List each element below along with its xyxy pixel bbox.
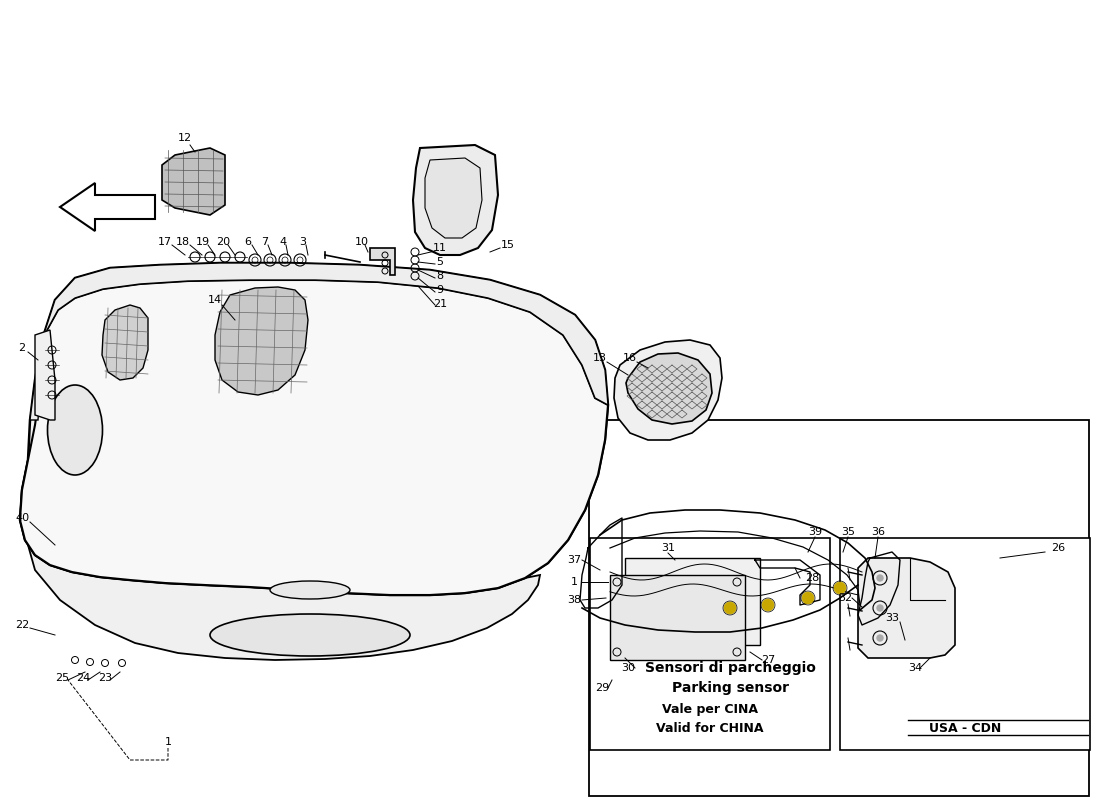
Ellipse shape — [210, 614, 410, 656]
Text: 37: 37 — [566, 555, 581, 565]
Circle shape — [762, 599, 774, 611]
Text: 18: 18 — [176, 237, 190, 247]
Text: 26: 26 — [1050, 543, 1065, 553]
Text: 25: 25 — [55, 673, 69, 683]
Bar — [588, 420, 1089, 796]
Text: 31: 31 — [661, 543, 675, 553]
Polygon shape — [20, 263, 608, 595]
Text: 38: 38 — [566, 595, 581, 605]
Text: 30: 30 — [621, 663, 635, 673]
Ellipse shape — [47, 385, 102, 475]
Circle shape — [877, 605, 883, 611]
Polygon shape — [858, 558, 955, 658]
Text: 8: 8 — [437, 271, 443, 281]
Polygon shape — [20, 390, 540, 660]
Text: 15: 15 — [500, 240, 515, 250]
Bar — [840, 538, 1090, 750]
Polygon shape — [370, 248, 395, 275]
Polygon shape — [425, 158, 482, 238]
Circle shape — [877, 575, 883, 581]
Text: 10: 10 — [355, 237, 368, 247]
Polygon shape — [60, 183, 155, 231]
Text: 39: 39 — [807, 527, 822, 537]
Circle shape — [834, 582, 846, 594]
Text: 27: 27 — [761, 655, 776, 665]
Text: Sensori di parcheggio: Sensori di parcheggio — [645, 661, 815, 675]
Polygon shape — [614, 340, 722, 440]
Text: 35: 35 — [842, 527, 855, 537]
Text: 28: 28 — [805, 573, 820, 583]
Bar — [590, 538, 830, 750]
Circle shape — [724, 602, 736, 614]
Text: 40: 40 — [15, 513, 29, 523]
Text: 3: 3 — [299, 237, 307, 247]
Text: 23: 23 — [98, 673, 112, 683]
Polygon shape — [20, 280, 608, 595]
Text: USA - CDN: USA - CDN — [928, 722, 1001, 734]
Text: 14: 14 — [208, 295, 222, 305]
Text: 20: 20 — [216, 237, 230, 247]
Text: 1: 1 — [571, 577, 578, 587]
Text: 34: 34 — [908, 663, 922, 673]
Text: 13: 13 — [593, 353, 607, 363]
Text: 36: 36 — [871, 527, 886, 537]
Bar — [625, 558, 760, 645]
Text: 33: 33 — [886, 613, 899, 623]
Text: 19: 19 — [196, 237, 210, 247]
Polygon shape — [35, 330, 55, 420]
Polygon shape — [412, 145, 498, 255]
Text: 9: 9 — [437, 285, 443, 295]
Text: 21: 21 — [433, 299, 447, 309]
Text: 4: 4 — [279, 237, 287, 247]
Text: a passion for parts since 1985: a passion for parts since 1985 — [151, 326, 488, 534]
Circle shape — [877, 635, 883, 641]
Text: 29: 29 — [595, 683, 609, 693]
Text: Parking sensor: Parking sensor — [671, 681, 789, 695]
Text: 22: 22 — [15, 620, 29, 630]
Text: 32: 32 — [838, 593, 853, 603]
Polygon shape — [626, 353, 712, 424]
Polygon shape — [162, 148, 226, 215]
Text: 12: 12 — [178, 133, 192, 143]
Polygon shape — [30, 263, 608, 420]
Text: 6: 6 — [244, 237, 252, 247]
Text: 16: 16 — [623, 353, 637, 363]
Text: 1: 1 — [165, 737, 172, 747]
Circle shape — [802, 592, 814, 604]
Polygon shape — [102, 305, 148, 380]
Ellipse shape — [270, 581, 350, 599]
Text: Valid for CHINA: Valid for CHINA — [657, 722, 763, 734]
Text: 17: 17 — [158, 237, 172, 247]
Text: 11: 11 — [433, 243, 447, 253]
Text: Vale per CINA: Vale per CINA — [662, 703, 758, 717]
Text: 2: 2 — [19, 343, 25, 353]
Bar — [610, 575, 745, 660]
Text: 24: 24 — [76, 673, 90, 683]
Text: 7: 7 — [262, 237, 268, 247]
Text: 5: 5 — [437, 257, 443, 267]
Polygon shape — [214, 287, 308, 395]
